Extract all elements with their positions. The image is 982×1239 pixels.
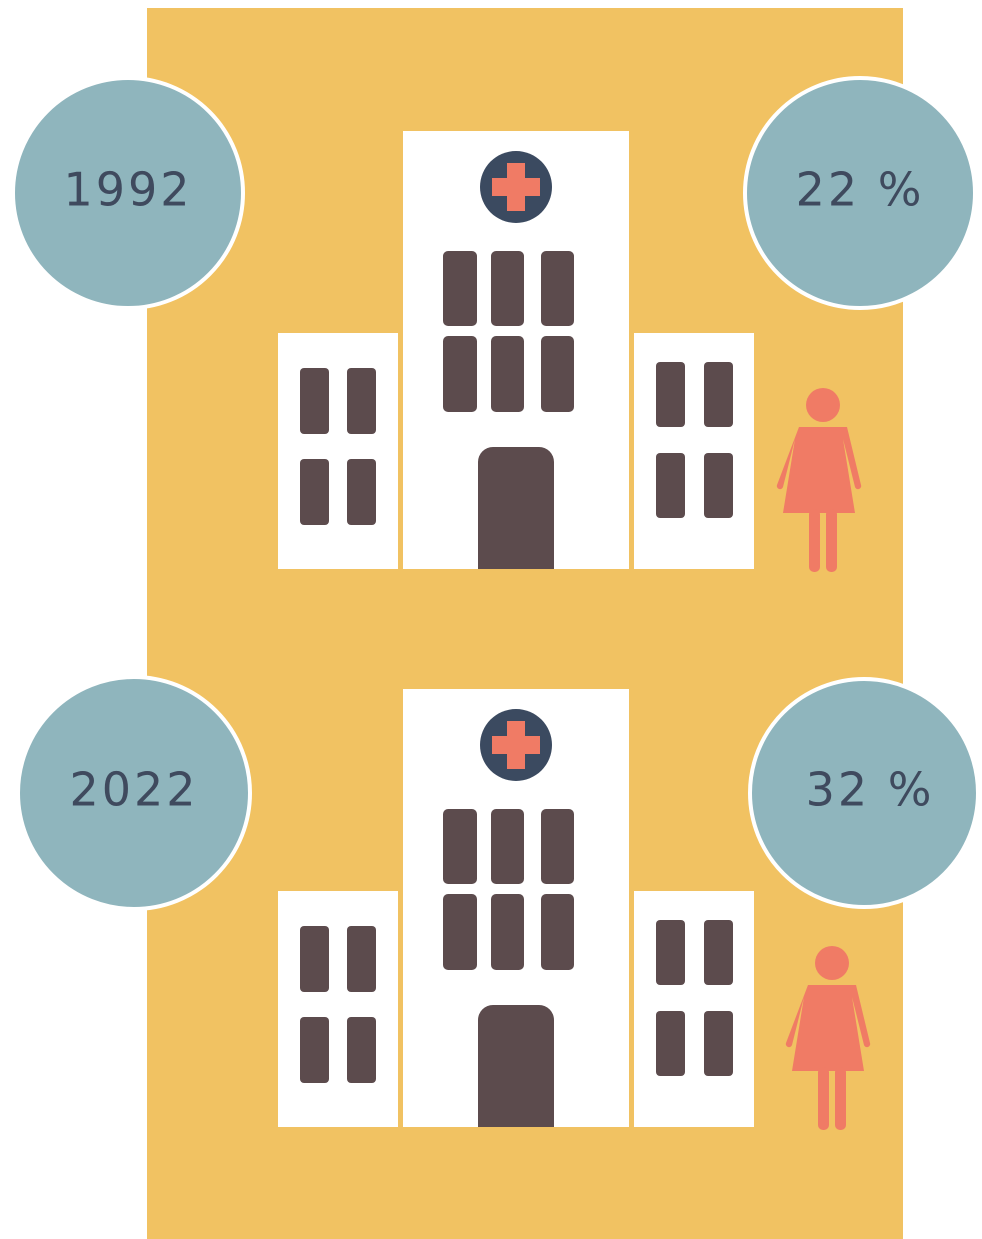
year-label: 2022	[69, 763, 198, 817]
share-label: 22 %	[796, 163, 925, 217]
year-label: 1992	[63, 163, 192, 217]
infographic: 1992 22 % 2022 32 %	[0, 0, 982, 1239]
share-label: 32 %	[806, 763, 935, 817]
